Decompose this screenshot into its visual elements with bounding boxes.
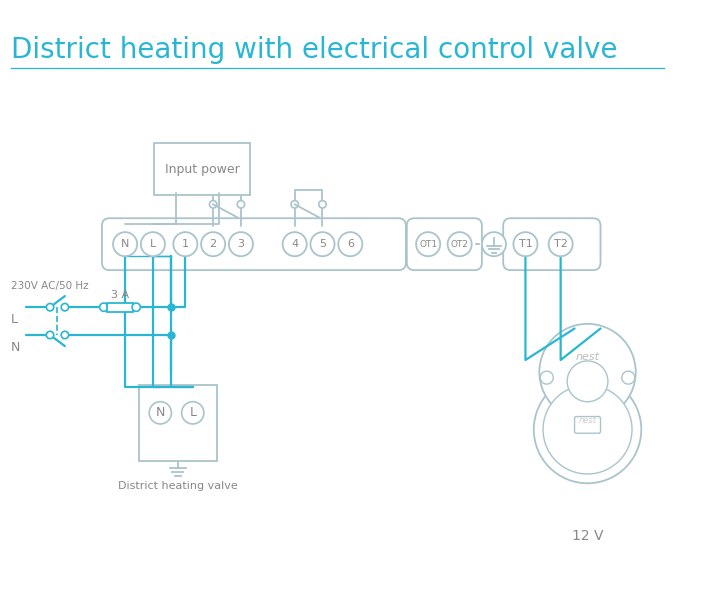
Text: 1: 1	[182, 239, 189, 249]
Text: 12 V: 12 V	[571, 529, 604, 543]
Circle shape	[47, 331, 54, 339]
Circle shape	[113, 232, 137, 256]
FancyBboxPatch shape	[102, 218, 406, 270]
Circle shape	[416, 232, 440, 256]
Text: N: N	[156, 406, 165, 419]
Text: Input power: Input power	[165, 163, 240, 176]
Circle shape	[622, 371, 635, 384]
Text: 3: 3	[237, 239, 245, 249]
Text: N: N	[11, 340, 20, 353]
Text: OT1: OT1	[419, 239, 438, 249]
Circle shape	[567, 361, 608, 402]
Text: N: N	[121, 239, 130, 249]
Circle shape	[534, 376, 641, 484]
FancyBboxPatch shape	[106, 302, 133, 312]
Circle shape	[282, 232, 306, 256]
Circle shape	[540, 371, 553, 384]
Circle shape	[513, 232, 537, 256]
Circle shape	[237, 201, 245, 208]
Circle shape	[448, 232, 472, 256]
Text: 6: 6	[347, 239, 354, 249]
Text: District heating valve: District heating valve	[118, 481, 238, 491]
Text: District heating with electrical control valve: District heating with electrical control…	[11, 36, 617, 64]
Text: L: L	[189, 406, 197, 419]
Circle shape	[61, 304, 68, 311]
Circle shape	[310, 232, 335, 256]
Text: nest: nest	[579, 416, 596, 425]
Text: 230V AC/50 Hz: 230V AC/50 Hz	[11, 281, 89, 291]
Text: 5: 5	[319, 239, 326, 249]
Text: 4: 4	[291, 239, 298, 249]
Circle shape	[141, 232, 165, 256]
Circle shape	[149, 402, 171, 424]
Circle shape	[319, 201, 326, 208]
Text: 3 A: 3 A	[111, 290, 129, 300]
FancyBboxPatch shape	[139, 385, 217, 461]
Circle shape	[229, 232, 253, 256]
Circle shape	[482, 232, 506, 256]
Text: L: L	[11, 313, 18, 326]
Text: T1: T1	[518, 239, 532, 249]
FancyBboxPatch shape	[574, 416, 601, 433]
Circle shape	[201, 232, 225, 256]
FancyBboxPatch shape	[407, 218, 482, 270]
Circle shape	[61, 331, 68, 339]
Text: L: L	[150, 239, 156, 249]
Circle shape	[47, 304, 54, 311]
Text: 2: 2	[210, 239, 217, 249]
FancyBboxPatch shape	[503, 218, 601, 270]
Text: OT2: OT2	[451, 239, 469, 249]
Circle shape	[100, 303, 108, 311]
Circle shape	[210, 201, 217, 208]
Circle shape	[132, 303, 141, 311]
Circle shape	[173, 232, 197, 256]
FancyBboxPatch shape	[154, 143, 250, 195]
Circle shape	[543, 385, 632, 474]
Circle shape	[549, 232, 573, 256]
Circle shape	[339, 232, 363, 256]
Text: T2: T2	[554, 239, 568, 249]
Circle shape	[181, 402, 204, 424]
Circle shape	[291, 201, 298, 208]
Text: nest: nest	[576, 352, 600, 362]
Circle shape	[539, 324, 636, 420]
